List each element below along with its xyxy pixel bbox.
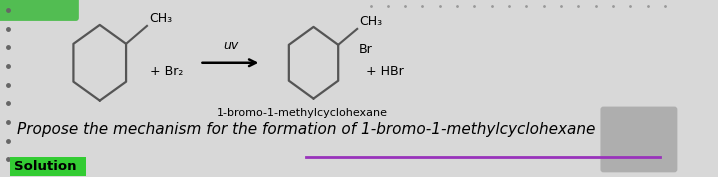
Text: CH₃: CH₃: [149, 12, 172, 25]
Text: Propose the mechanism for the formation of 1-bromo-1-methylcyclohexane: Propose the mechanism for the formation …: [17, 122, 595, 136]
Text: 1-bromo-1-methylcyclohexane: 1-bromo-1-methylcyclohexane: [217, 108, 388, 118]
Text: CH₃: CH₃: [359, 15, 382, 28]
Text: Br: Br: [359, 43, 373, 56]
FancyBboxPatch shape: [0, 0, 79, 21]
FancyBboxPatch shape: [600, 107, 677, 172]
Text: + HBr: + HBr: [365, 65, 404, 78]
Text: + Br₂: + Br₂: [150, 65, 184, 78]
FancyBboxPatch shape: [9, 157, 85, 177]
Text: uv: uv: [223, 39, 238, 52]
Text: Solution: Solution: [14, 160, 77, 173]
